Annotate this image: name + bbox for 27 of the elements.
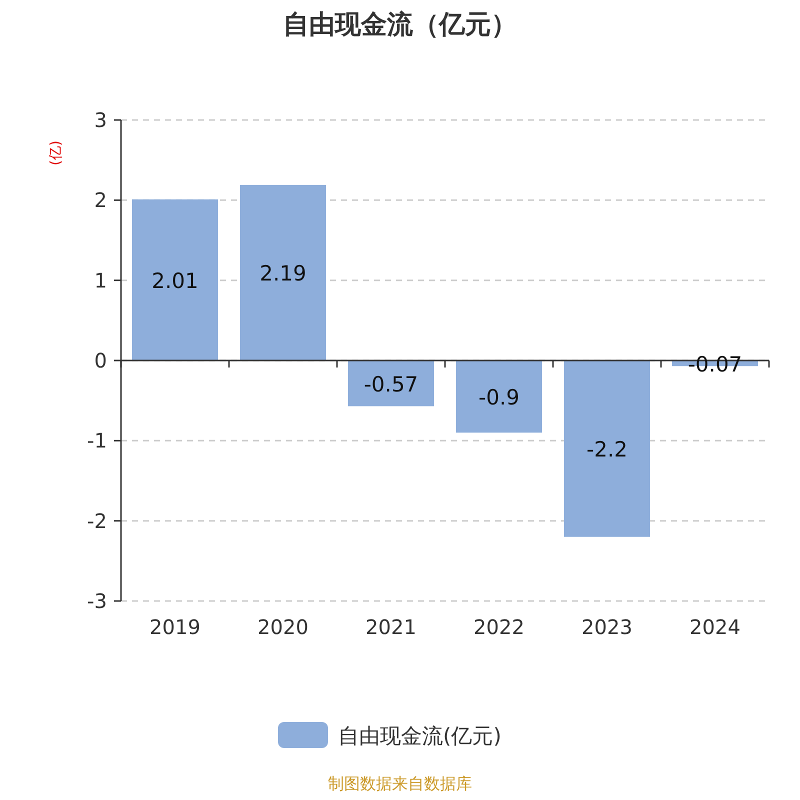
legend-label: 自由现金流(亿元): [338, 724, 502, 748]
x-tick-label: 2021: [366, 615, 416, 639]
y-tick-label: 1: [94, 268, 107, 292]
y-axis-title: (亿): [48, 140, 64, 166]
x-tick-label: 2019: [150, 615, 200, 639]
text: 制图数据来自数据库: [328, 774, 472, 793]
chart-title: 自由现金流（亿元）: [283, 10, 517, 40]
data-label: -0.9: [478, 386, 520, 410]
x-tick-label: 2022: [474, 615, 524, 639]
bar: [564, 360, 650, 537]
data-label: -2.2: [586, 438, 628, 462]
bar: [132, 199, 218, 360]
bar: [240, 184, 326, 360]
bar: [456, 360, 542, 433]
bar: [348, 360, 434, 406]
data-label: -0.57: [364, 372, 418, 396]
y-tick-label: 3: [94, 108, 107, 132]
x-tick-label: 2024: [690, 615, 740, 639]
x-tick-label: 2020: [258, 615, 308, 639]
y-tick-label: 2: [94, 188, 107, 212]
y-tick-label: -1: [87, 428, 107, 453]
data-label: 2.19: [260, 262, 306, 286]
y-tick-label: -2: [87, 508, 107, 533]
x-tick-label: 2023: [582, 615, 632, 639]
data-label: 2.01: [152, 268, 198, 293]
y-tick-label: 0: [94, 348, 107, 372]
y-tick-label: -3: [87, 589, 107, 613]
